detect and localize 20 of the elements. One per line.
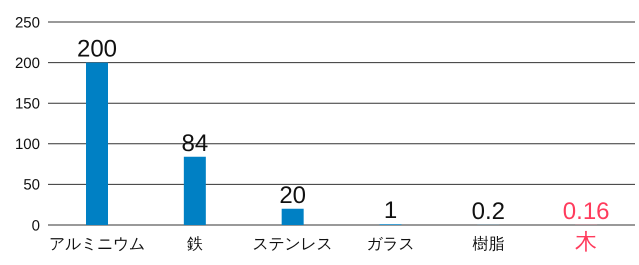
y-tick-label: 250 [14, 14, 40, 32]
bar [86, 62, 108, 225]
data-label: 200 [76, 36, 118, 63]
data-label: 1 [384, 197, 398, 224]
x-tick-label: アルミニウム [48, 236, 145, 253]
y-tick-label: 200 [14, 54, 40, 72]
x-tick-label: ステンレス [252, 236, 333, 253]
data-label: 0.2 [472, 198, 506, 225]
x-tick-label: 木 [575, 229, 598, 254]
data-label: 20 [279, 182, 306, 209]
y-tick-label: 0 [32, 217, 40, 234]
bar [282, 208, 304, 225]
y-tick-label: 100 [14, 136, 40, 154]
x-tick-label: 鉄 [186, 236, 203, 253]
bar [184, 156, 206, 225]
x-tick-label: 樹脂 [472, 235, 504, 253]
y-tick-label: 150 [14, 96, 40, 113]
y-tick-label: 50 [23, 176, 40, 194]
data-label: 0.16 [562, 198, 610, 225]
x-tick-label: ガラス [366, 236, 414, 253]
